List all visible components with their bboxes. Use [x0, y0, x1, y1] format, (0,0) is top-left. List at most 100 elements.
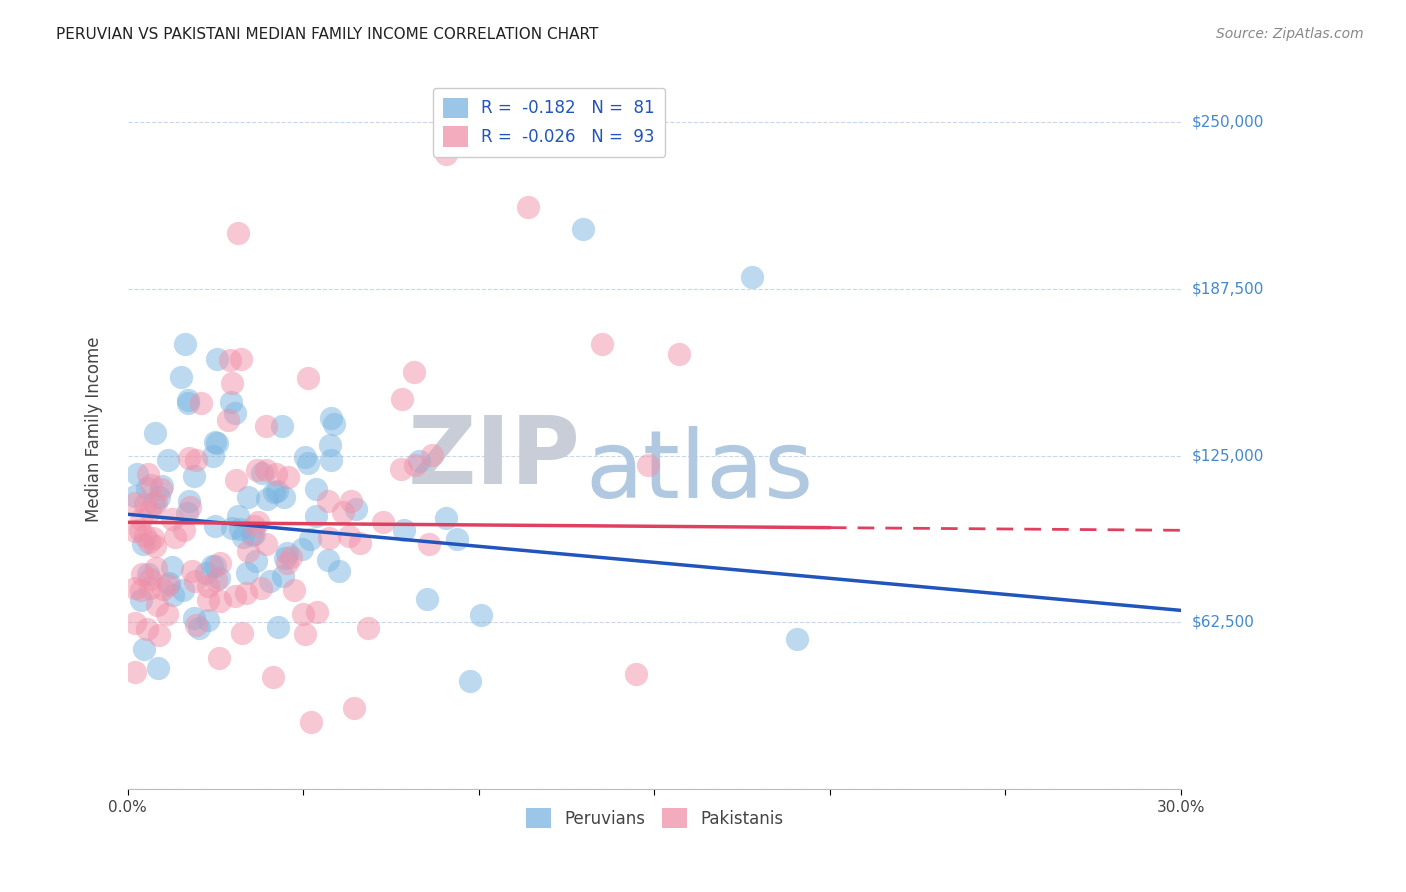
Point: [246, 463, 269, 477]
Point: [139, 581, 162, 595]
Point: [207, 436, 229, 450]
Point: [263, 485, 285, 500]
Point: [172, 582, 194, 597]
Point: [357, 621, 380, 635]
Point: [135, 622, 157, 636]
Point: [195, 566, 218, 581]
Point: [458, 673, 481, 688]
Point: [637, 458, 659, 472]
Point: [420, 449, 443, 463]
Point: [226, 508, 249, 523]
Point: [162, 588, 184, 602]
Point: [236, 491, 259, 505]
Point: [271, 418, 294, 433]
Point: [177, 393, 200, 408]
Point: [129, 583, 152, 598]
Point: [402, 365, 425, 379]
Text: $125,000: $125,000: [1192, 448, 1264, 463]
Point: [146, 660, 169, 674]
Point: [127, 467, 149, 481]
Point: [224, 406, 246, 420]
Point: [305, 483, 328, 497]
Point: [162, 511, 184, 525]
Point: [145, 496, 167, 510]
Point: [201, 449, 224, 463]
Point: [389, 462, 412, 476]
Point: [197, 614, 219, 628]
Point: [124, 489, 146, 503]
Point: [224, 589, 246, 603]
Point: [235, 586, 257, 600]
Point: [276, 546, 298, 560]
Point: [176, 506, 198, 520]
Point: [280, 550, 302, 565]
Point: [148, 628, 170, 642]
Point: [226, 227, 249, 241]
Point: [572, 221, 595, 235]
Point: [142, 495, 165, 509]
Point: [243, 519, 266, 533]
Point: [208, 651, 231, 665]
Point: [205, 351, 228, 366]
Point: [434, 510, 457, 524]
Point: [404, 458, 426, 472]
Point: [124, 496, 146, 510]
Point: [408, 454, 430, 468]
Point: [148, 490, 170, 504]
Point: [157, 575, 180, 590]
Point: [219, 395, 242, 409]
Point: [273, 490, 295, 504]
Legend: Peruvians, Pakistanis: Peruvians, Pakistanis: [519, 801, 790, 835]
Point: [145, 598, 167, 612]
Point: [517, 200, 540, 214]
Point: [254, 463, 277, 477]
Point: [240, 528, 263, 542]
Point: [165, 530, 187, 544]
Point: [204, 558, 226, 573]
Point: [124, 582, 146, 596]
Point: [323, 417, 346, 431]
Point: [184, 574, 207, 588]
Point: [136, 467, 159, 482]
Point: [297, 371, 319, 385]
Point: [276, 557, 298, 571]
Point: [183, 469, 205, 483]
Point: [150, 483, 173, 497]
Point: [291, 607, 314, 622]
Point: [332, 505, 354, 519]
Point: [318, 531, 340, 545]
Point: [299, 532, 322, 546]
Point: [204, 435, 226, 450]
Text: atlas: atlas: [586, 426, 814, 518]
Point: [225, 473, 247, 487]
Point: [294, 627, 316, 641]
Point: [190, 396, 212, 410]
Point: [219, 353, 242, 368]
Point: [139, 504, 162, 518]
Point: [201, 559, 224, 574]
Point: [470, 608, 492, 623]
Point: [305, 605, 328, 619]
Text: ZIP: ZIP: [408, 412, 581, 504]
Point: [179, 451, 201, 466]
Point: [208, 556, 231, 570]
Point: [142, 531, 165, 545]
Point: [136, 567, 159, 582]
Point: [143, 539, 166, 553]
Point: [131, 566, 153, 581]
Point: [262, 670, 284, 684]
Point: [204, 519, 226, 533]
Point: [236, 544, 259, 558]
Point: [344, 501, 367, 516]
Point: [229, 351, 252, 366]
Point: [160, 560, 183, 574]
Point: [209, 593, 232, 607]
Point: [266, 484, 288, 499]
Point: [243, 527, 266, 541]
Point: [205, 574, 228, 588]
Point: [184, 618, 207, 632]
Point: [139, 477, 162, 491]
Text: $62,500: $62,500: [1192, 615, 1256, 630]
Point: [150, 478, 173, 492]
Point: [668, 347, 690, 361]
